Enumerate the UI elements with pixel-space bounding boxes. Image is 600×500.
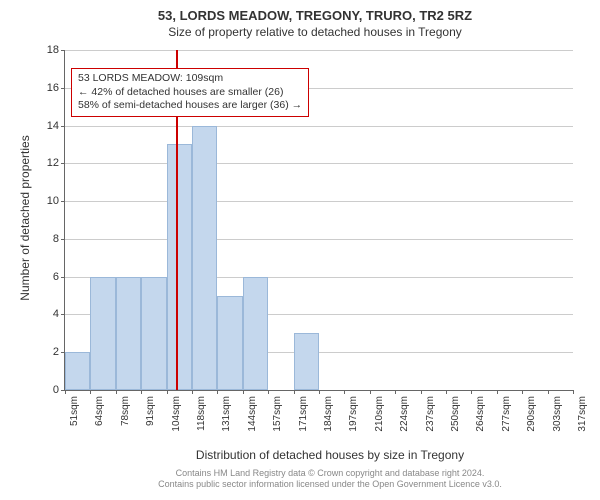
grid-line	[65, 201, 573, 202]
x-tick-label: 91sqm	[145, 396, 156, 426]
y-tick-label: 18	[47, 44, 59, 56]
y-tick-label: 16	[47, 82, 59, 94]
x-tick-mark	[65, 390, 66, 394]
histogram-bar	[192, 126, 217, 390]
x-tick-mark	[116, 390, 117, 394]
x-tick-label: 144sqm	[247, 396, 258, 432]
histogram-bar	[217, 296, 242, 390]
footer-line-2: Contains public sector information licen…	[38, 479, 600, 490]
histogram-bar	[90, 277, 115, 390]
x-tick-label: 64sqm	[94, 396, 105, 426]
x-tick-label: 317sqm	[577, 396, 588, 432]
y-tick-label: 0	[53, 384, 59, 396]
y-tick-mark	[61, 126, 65, 127]
grid-line	[65, 50, 573, 51]
info-line-2: ← 42% of detached houses are smaller (26…	[78, 86, 302, 100]
info-line-3: 58% of semi-detached houses are larger (…	[78, 99, 302, 113]
y-tick-label: 8	[53, 233, 59, 245]
x-tick-mark	[522, 390, 523, 394]
histogram-bar	[65, 352, 90, 390]
chart-subtitle: Size of property relative to detached ho…	[8, 25, 592, 39]
x-tick-label: 210sqm	[374, 396, 385, 432]
grid-line	[65, 126, 573, 127]
x-tick-mark	[446, 390, 447, 394]
x-tick-mark	[294, 390, 295, 394]
x-tick-label: 197sqm	[348, 396, 359, 432]
y-tick-label: 6	[53, 271, 59, 283]
histogram-bar	[243, 277, 268, 390]
x-tick-label: 184sqm	[323, 396, 334, 432]
x-tick-label: 290sqm	[526, 396, 537, 432]
y-tick-mark	[61, 314, 65, 315]
x-tick-label: 118sqm	[196, 396, 207, 431]
info-box: 53 LORDS MEADOW: 109sqm← 42% of detached…	[71, 68, 309, 117]
x-tick-label: 237sqm	[425, 396, 436, 432]
grid-line	[65, 163, 573, 164]
x-tick-mark	[217, 390, 218, 394]
y-axis-label: Number of detached properties	[18, 135, 32, 300]
x-tick-mark	[548, 390, 549, 394]
x-tick-mark	[90, 390, 91, 394]
y-tick-mark	[61, 88, 65, 89]
y-tick-label: 14	[47, 120, 59, 132]
chart-footer: Contains HM Land Registry data © Crown c…	[8, 468, 600, 490]
grid-line	[65, 239, 573, 240]
y-tick-label: 10	[47, 195, 59, 207]
x-tick-mark	[192, 390, 193, 394]
x-tick-mark	[243, 390, 244, 394]
x-tick-mark	[268, 390, 269, 394]
histogram-bar	[294, 333, 319, 390]
histogram-bar	[116, 277, 141, 390]
y-tick-mark	[61, 50, 65, 51]
x-tick-mark	[370, 390, 371, 394]
x-tick-label: 131sqm	[221, 396, 232, 432]
x-tick-mark	[344, 390, 345, 394]
y-tick-mark	[61, 201, 65, 202]
x-tick-label: 51sqm	[69, 396, 80, 426]
y-tick-mark	[61, 163, 65, 164]
x-tick-mark	[395, 390, 396, 394]
x-tick-mark	[421, 390, 422, 394]
x-tick-label: 104sqm	[171, 396, 182, 432]
x-tick-mark	[573, 390, 574, 394]
y-tick-label: 12	[47, 157, 59, 169]
y-tick-label: 2	[53, 346, 59, 358]
x-tick-label: 277sqm	[501, 396, 512, 432]
footer-line-1: Contains HM Land Registry data © Crown c…	[38, 468, 600, 479]
x-tick-label: 224sqm	[399, 396, 410, 432]
property-size-chart: 53, LORDS MEADOW, TREGONY, TRURO, TR2 5R…	[8, 8, 592, 492]
x-tick-mark	[167, 390, 168, 394]
x-tick-mark	[471, 390, 472, 394]
histogram-bar	[141, 277, 166, 390]
y-tick-mark	[61, 277, 65, 278]
info-line-1: 53 LORDS MEADOW: 109sqm	[78, 72, 302, 86]
x-tick-mark	[319, 390, 320, 394]
x-tick-label: 157sqm	[272, 396, 283, 432]
x-tick-mark	[141, 390, 142, 394]
chart-title: 53, LORDS MEADOW, TREGONY, TRURO, TR2 5R…	[8, 8, 592, 23]
x-tick-label: 264sqm	[475, 396, 486, 432]
x-tick-mark	[497, 390, 498, 394]
plot-area: 02468101214161851sqm64sqm78sqm91sqm104sq…	[64, 50, 573, 391]
x-tick-label: 303sqm	[552, 396, 563, 432]
x-tick-label: 171sqm	[298, 396, 309, 432]
x-tick-label: 250sqm	[450, 396, 461, 432]
y-tick-label: 4	[53, 308, 59, 320]
x-tick-label: 78sqm	[120, 396, 131, 426]
x-axis-label: Distribution of detached houses by size …	[8, 448, 600, 462]
y-tick-mark	[61, 239, 65, 240]
histogram-bar	[167, 144, 192, 390]
